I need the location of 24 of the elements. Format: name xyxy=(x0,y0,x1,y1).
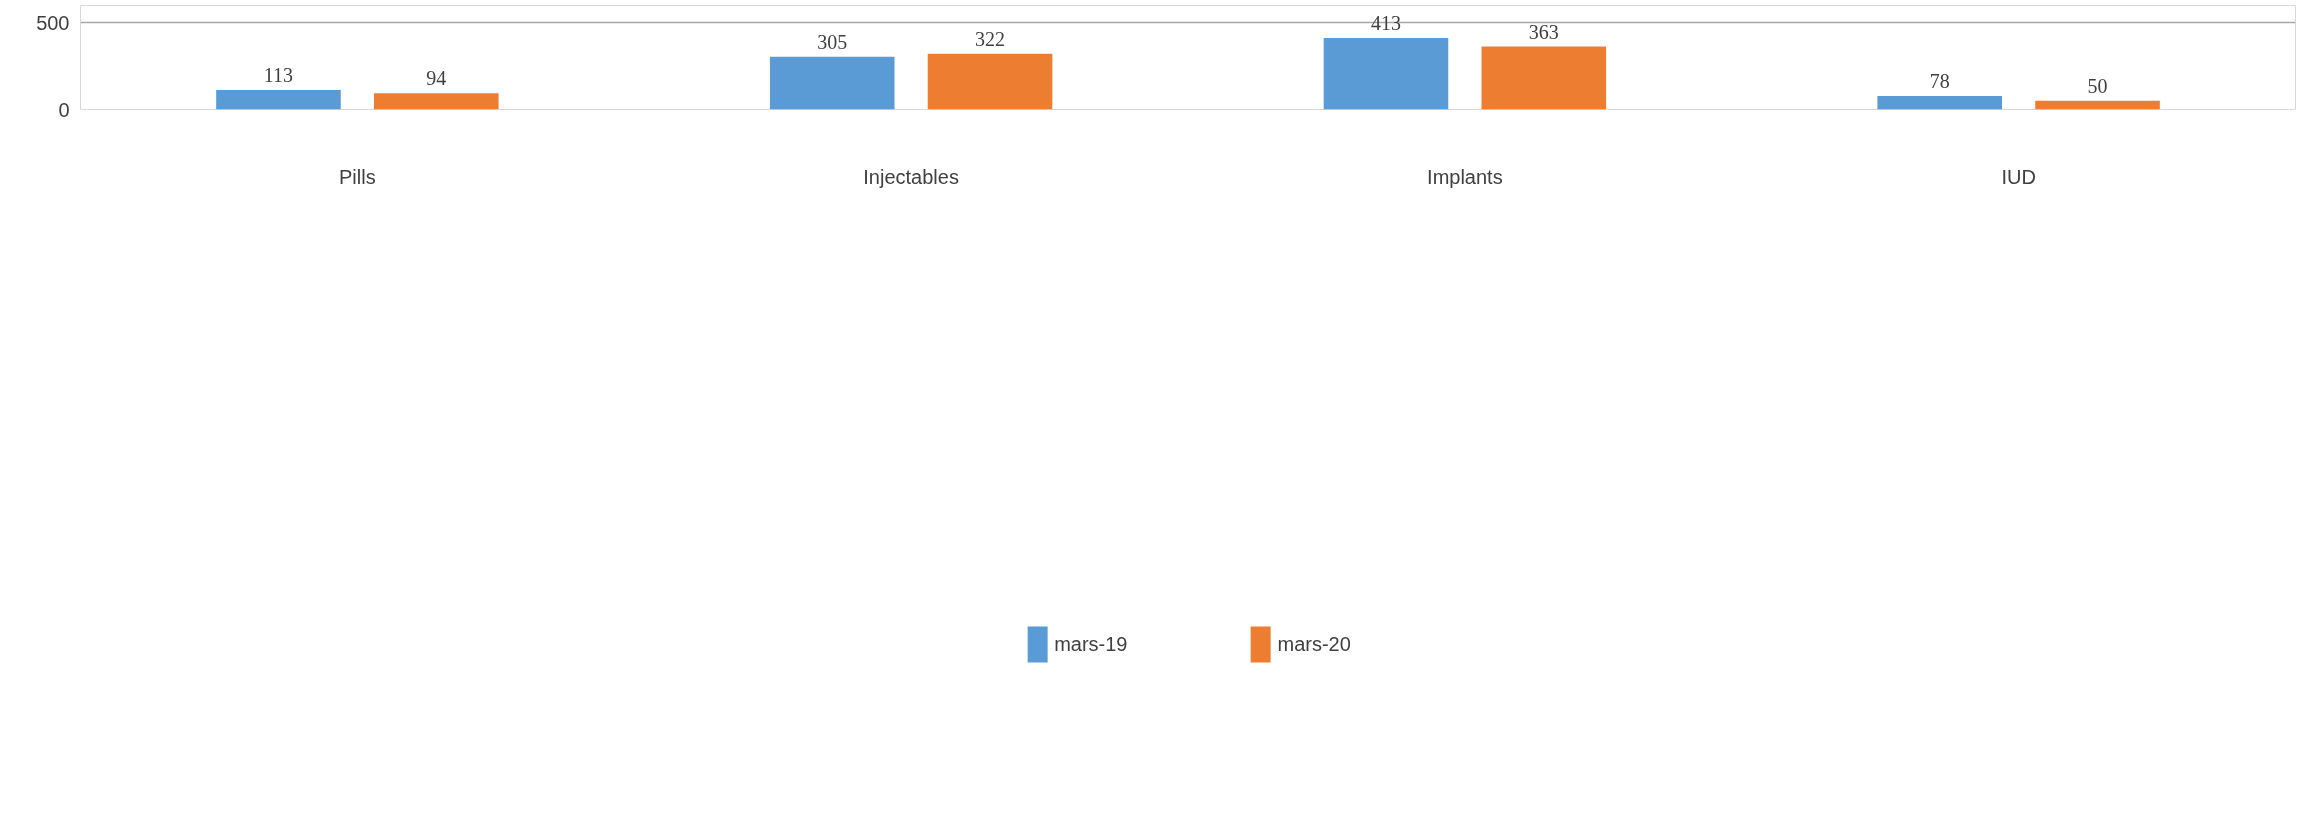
data-label: 413 xyxy=(1370,11,1401,34)
data-label: 50 xyxy=(2087,74,2108,97)
bar xyxy=(1481,46,1607,110)
bar xyxy=(927,53,1053,110)
y-tick-label: 0 xyxy=(58,98,70,121)
data-label: 113 xyxy=(263,63,294,86)
x-tick-label: Implants xyxy=(1427,165,1503,188)
bar xyxy=(1323,37,1449,110)
x-tick-label: Injectables xyxy=(863,165,959,188)
data-label: 78 xyxy=(1929,69,1950,92)
legend-label: mars-20 xyxy=(1277,632,1351,656)
y-tick-label: 500 xyxy=(36,11,70,34)
x-tick-label: Pills xyxy=(339,165,376,188)
x-tick-label: IUD xyxy=(2001,165,2036,188)
bar xyxy=(216,89,341,110)
data-label: 363 xyxy=(1528,20,1559,43)
bar xyxy=(769,56,895,110)
bar xyxy=(1877,95,2003,110)
bar xyxy=(373,93,499,110)
data-label: 322 xyxy=(975,27,1006,50)
legend-label: mars-19 xyxy=(1054,632,1128,656)
bar xyxy=(2035,100,2160,110)
data-label: 94 xyxy=(426,67,447,90)
data-label: 305 xyxy=(817,30,848,53)
